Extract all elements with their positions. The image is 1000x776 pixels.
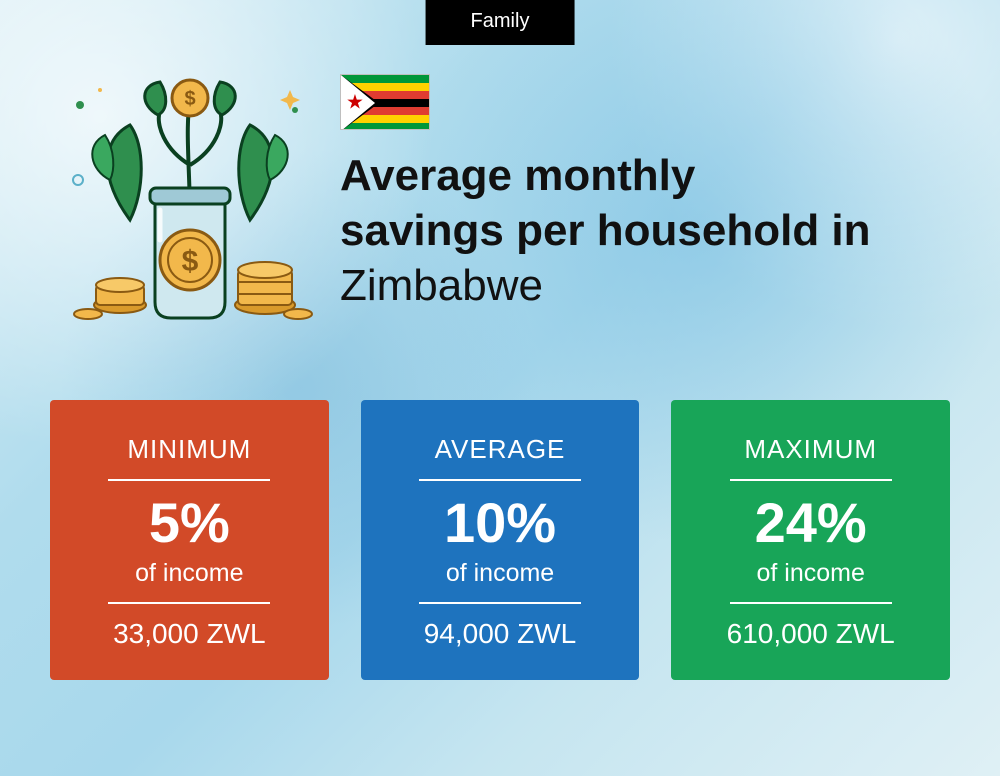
stat-card: MAXIMUM 24% of income 610,000 ZWL — [671, 400, 950, 680]
stat-card: MINIMUM 5% of income 33,000 ZWL — [50, 400, 329, 680]
card-divider — [730, 602, 892, 604]
header: $ $ ★ Average — [60, 70, 970, 330]
card-percent: 24% — [691, 495, 930, 551]
card-amount: 94,000 ZWL — [381, 618, 620, 650]
card-percent: 5% — [70, 495, 309, 551]
page-title: Average monthly savings per household in… — [340, 148, 970, 313]
card-divider — [108, 479, 270, 481]
svg-text:$: $ — [182, 245, 199, 278]
title-block: ★ Average monthly savings per household … — [340, 70, 970, 313]
card-divider — [108, 602, 270, 604]
card-divider — [419, 602, 581, 604]
card-label: MINIMUM — [70, 434, 309, 465]
stat-cards: MINIMUM 5% of income 33,000 ZWL AVERAGE 10% of… — [50, 400, 950, 680]
savings-illustration: $ $ — [60, 70, 320, 330]
card-sub: of income — [70, 559, 309, 588]
category-badge: Family — [426, 0, 575, 45]
card-amount: 610,000 ZWL — [691, 618, 930, 650]
card-divider — [730, 479, 892, 481]
flag-icon: ★ — [340, 74, 430, 130]
card-sub: of income — [691, 559, 930, 588]
stat-card: AVERAGE 10% of income 94,000 ZWL — [361, 400, 640, 680]
card-sub: of income — [381, 559, 620, 588]
card-percent: 10% — [381, 495, 620, 551]
title-bold-1: Average monthly — [340, 151, 695, 200]
card-divider — [419, 479, 581, 481]
title-country: Zimbabwe — [340, 261, 543, 310]
card-amount: 33,000 ZWL — [70, 618, 309, 650]
title-bold-2: savings per household in — [340, 206, 871, 255]
card-label: AVERAGE — [381, 434, 620, 465]
svg-text:$: $ — [184, 88, 195, 110]
card-label: MAXIMUM — [691, 434, 930, 465]
